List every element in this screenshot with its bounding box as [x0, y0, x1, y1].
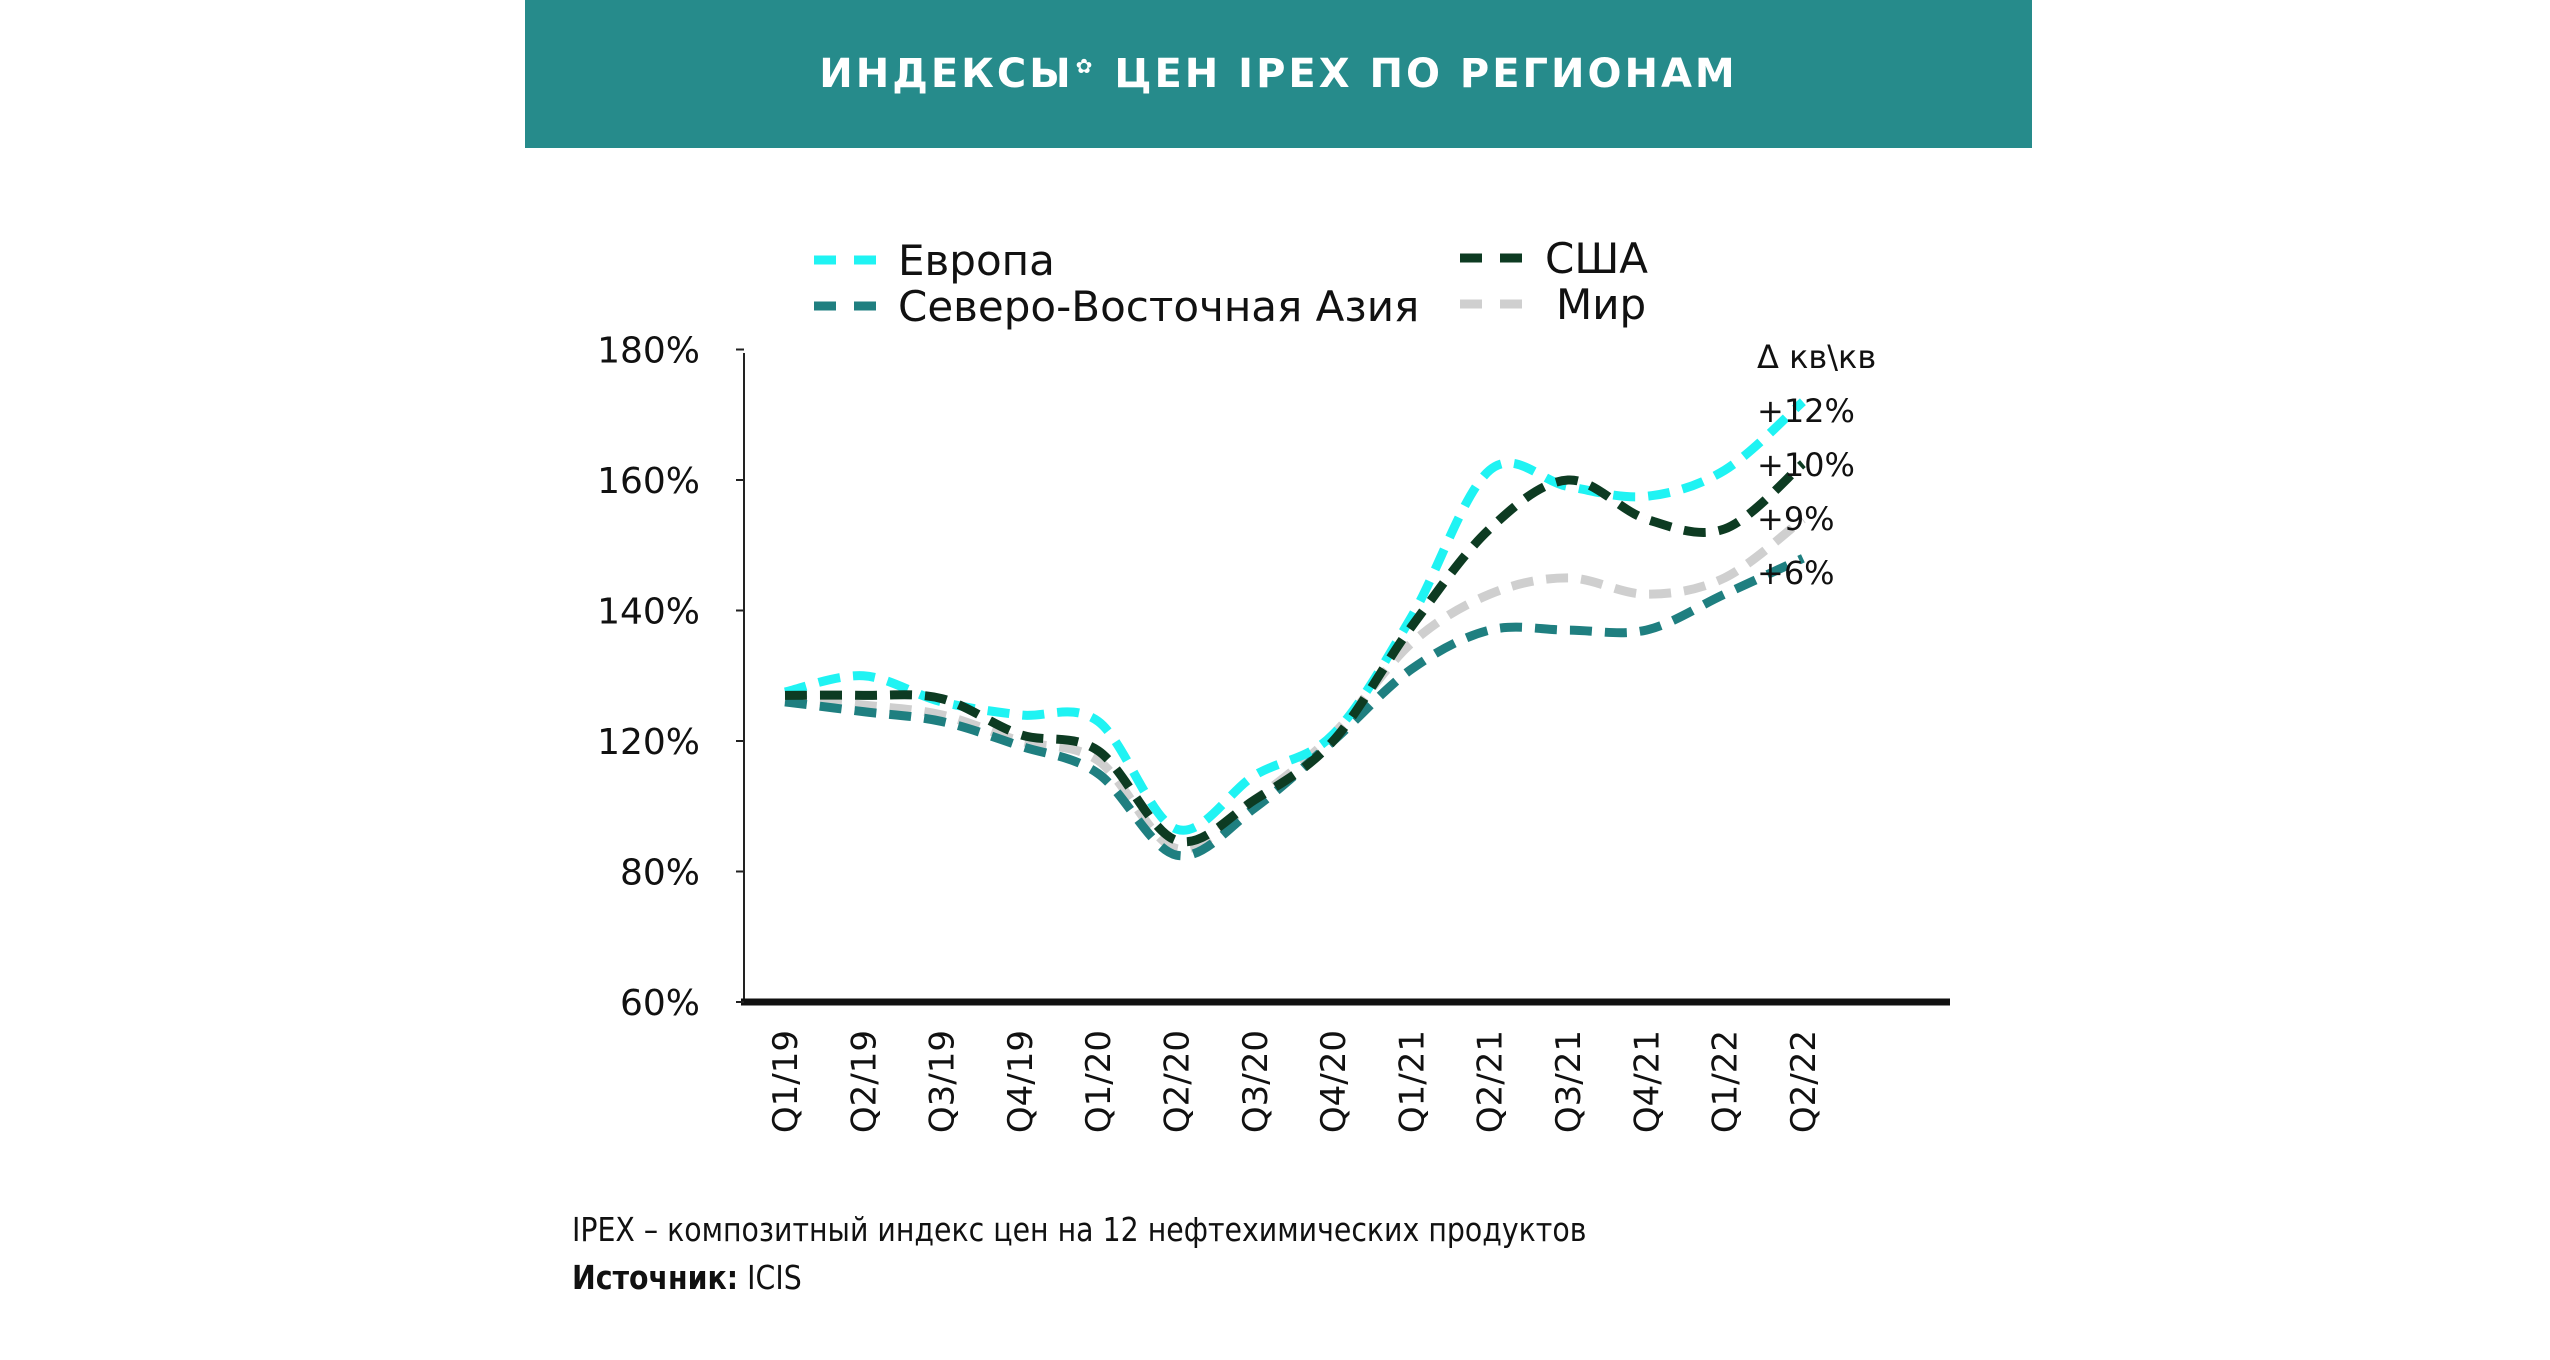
legend-label: Европа: [898, 236, 1055, 285]
qoq-title: Δ кв\кв: [1757, 338, 1876, 376]
x-tick-label: Q1/20: [1079, 1030, 1119, 1133]
y-tick-label: 180%: [597, 331, 700, 372]
x-tick-label: Q1/21: [1392, 1030, 1432, 1133]
y-tick-label: 160%: [597, 461, 700, 502]
legend-label: Северо-Восточная Азия: [898, 282, 1419, 331]
x-tick-label: Q3/19: [923, 1030, 963, 1133]
chart-title: ИНДЕКСЫ ✿ ЦЕН IPEX ПО РЕГИОНАМ: [819, 51, 1737, 97]
title-part: ЦЕН IPEX ПО РЕГИОНАМ: [1097, 51, 1738, 97]
title-part: ИНДЕКСЫ: [819, 51, 1074, 97]
x-tick-label: Q4/19: [1001, 1030, 1041, 1133]
y-tick-label: 140%: [597, 592, 700, 633]
legend-label: США: [1545, 234, 1648, 283]
qoq-label: +12%: [1757, 392, 1855, 430]
qoq-label: +10%: [1757, 446, 1855, 484]
x-tick-label: Q1/22: [1706, 1030, 1746, 1133]
series-line-3: [784, 554, 1805, 861]
x-tick-label: Q4/21: [1627, 1030, 1667, 1133]
x-tick-label: Q2/20: [1158, 1030, 1198, 1133]
y-tick-label: 120%: [597, 722, 700, 763]
legend-label: Мир: [1556, 280, 1646, 329]
qoq-label: +9%: [1757, 500, 1835, 538]
x-tick-label: Q2/22: [1784, 1030, 1824, 1133]
y-tick-label: 80%: [620, 853, 700, 894]
x-tick-label: Q4/20: [1314, 1030, 1354, 1133]
footnote: IPEX – композитный индекс цен на 12 нефт…: [572, 1210, 1587, 1249]
x-tick-label: Q2/19: [844, 1030, 884, 1133]
x-tick-label: Q1/19: [766, 1030, 806, 1133]
qoq-label: +6%: [1757, 554, 1835, 592]
x-tick-label: Q3/20: [1236, 1030, 1276, 1133]
series-line-0: [783, 398, 1806, 835]
flower-icon: ✿: [1075, 53, 1096, 78]
source-label: Источник:: [572, 1258, 739, 1297]
y-tick-label: 60%: [620, 983, 700, 1024]
series-line-1: [784, 460, 1806, 847]
series-line-2: [784, 515, 1806, 854]
x-tick-label: Q3/21: [1549, 1030, 1589, 1133]
header-banner: ИНДЕКСЫ ✿ ЦЕН IPEX ПО РЕГИОНАМ: [525, 0, 2032, 148]
source-line: Источник: ICIS: [572, 1258, 802, 1297]
x-tick-label: Q2/21: [1471, 1030, 1511, 1133]
source-value: ICIS: [738, 1258, 802, 1297]
